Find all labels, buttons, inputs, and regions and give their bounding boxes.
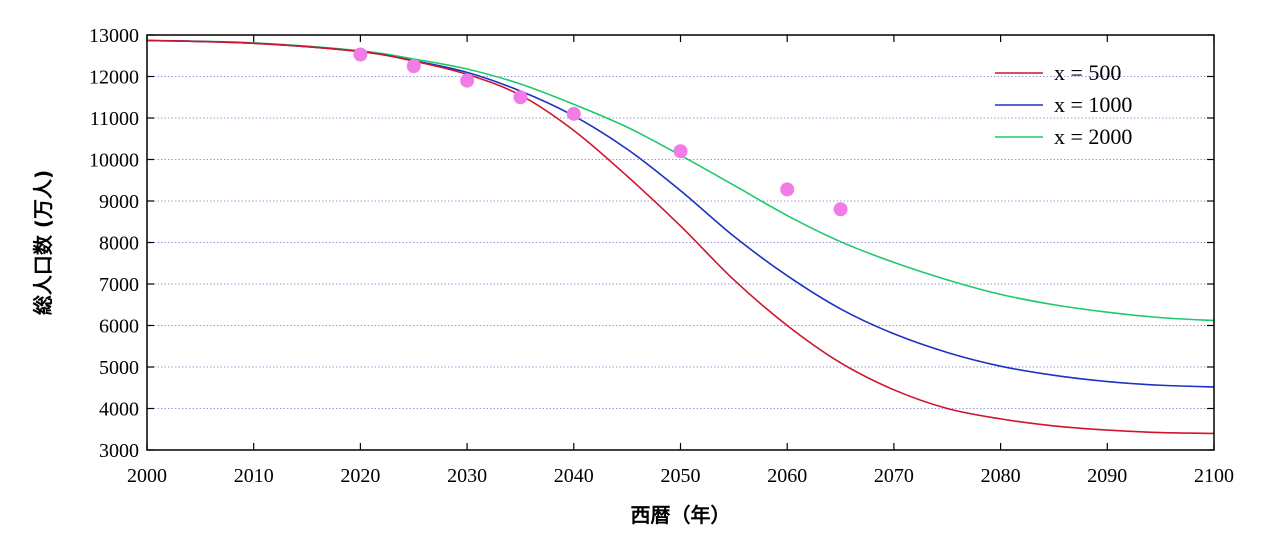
y-tick-label: 3000 [99, 440, 139, 462]
x-tick-label: 2100 [1194, 465, 1234, 487]
axis-ticks [146, 34, 1215, 451]
y-tick-label: 4000 [99, 399, 139, 421]
x-tick-label: 2080 [981, 465, 1021, 487]
x-tick-labels: 2000 2010 2020 2030 2040 2050 2060 2070 2080 2090… [127, 465, 1234, 487]
x-tick-label: 2030 [447, 465, 487, 487]
series-lines [146, 39, 1215, 435]
data-point [566, 106, 581, 121]
data-point [673, 144, 688, 159]
x-tick-label: 2060 [767, 465, 807, 487]
series-line [146, 39, 1215, 435]
data-point [406, 59, 421, 74]
y-tick-label: 7000 [99, 274, 139, 296]
x-tick-label: 2040 [554, 465, 594, 487]
x-tick-label: 2070 [874, 465, 914, 487]
legend-label: x = 2000 [1054, 124, 1132, 149]
x-tick-label: 2010 [234, 465, 274, 487]
observed-points [353, 47, 848, 217]
grid-lines [147, 76, 1214, 409]
y-tick-label: 11000 [90, 108, 139, 130]
y-tick-label: 12000 [89, 67, 139, 89]
y-tick-label: 5000 [99, 357, 139, 379]
data-point [460, 73, 475, 88]
x-tick-label: 2000 [127, 465, 167, 487]
x-tick-label: 2090 [1087, 465, 1127, 487]
x-axis-title: 西暦（年） [631, 503, 731, 527]
data-point [353, 47, 368, 62]
data-point [833, 202, 848, 217]
legend: x = 500 x = 1000 x = 2000 [995, 60, 1132, 149]
series-line [146, 39, 1215, 322]
x-tick-label: 2050 [661, 465, 701, 487]
y-tick-label: 9000 [99, 191, 139, 213]
legend-label: x = 1000 [1054, 92, 1132, 117]
data-point [513, 90, 528, 105]
y-tick-labels: 3000 4000 5000 6000 7000 8000 9000 10000 11000 12… [89, 25, 139, 462]
y-axis-title: 総人口数 (万人) [31, 170, 55, 315]
y-tick-label: 13000 [89, 25, 139, 47]
y-tick-label: 8000 [99, 233, 139, 255]
legend-label: x = 500 [1054, 60, 1121, 85]
y-tick-label: 10000 [89, 150, 139, 172]
x-tick-label: 2020 [340, 465, 380, 487]
y-tick-label: 6000 [99, 316, 139, 338]
data-point [780, 182, 795, 197]
